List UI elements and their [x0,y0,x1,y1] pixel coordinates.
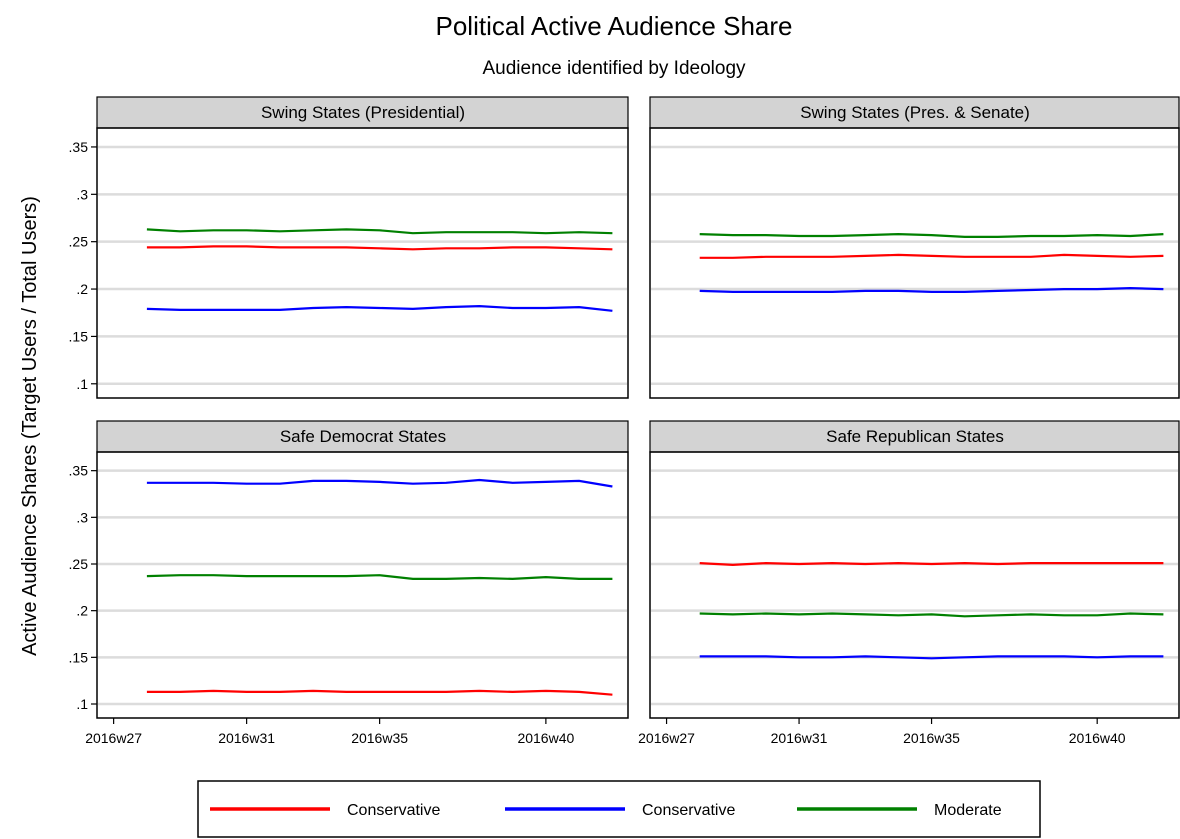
panel-frame [96,451,629,719]
x-tick-label: 2016w31 [218,730,275,746]
x-tick-label: 2016w27 [85,730,142,746]
x-tick-label: 2016w35 [903,730,960,746]
y-tick-label: .35 [69,139,89,155]
y-tick-label: .35 [69,463,89,479]
legend-label: Conservative [642,802,735,819]
panel-strip [96,96,629,129]
series-line [146,574,613,581]
legend-label: Moderate [934,802,1002,819]
y-tick-label: .3 [76,509,88,525]
panel: Swing States (Pres. & Senate) [649,96,1180,399]
panel: Safe Republican States 2016w27 2016w31 2016… [638,420,1180,746]
legend: Conservative Conservative Moderate [197,780,1041,838]
x-tick-label: 2016w31 [771,730,828,746]
legend-label: Conservative [347,802,440,819]
series-line [146,304,613,312]
panel-title: Swing States (Presidential) [261,103,465,122]
y-tick-label: .2 [76,603,88,619]
chart-title: Political Active Audience Share [436,11,793,41]
chart-subtitle: Audience identified by Ideology [482,58,746,79]
y-tick-label: .15 [69,328,89,344]
series-line [146,478,613,488]
series-line [146,228,613,235]
y-tick-label: .3 [76,186,88,202]
panel-frame [649,451,1180,719]
series-line [146,689,613,696]
series-line [699,561,1164,567]
y-tick-label: .1 [76,696,88,712]
y-tick-label: .25 [69,556,89,572]
y-tick-label: .2 [76,281,88,297]
x-tick-label: 2016w40 [517,730,574,746]
x-tick-label: 2016w35 [351,730,408,746]
panel-strip [649,96,1180,129]
series-line [699,655,1164,660]
series-line [699,286,1164,293]
series-line [699,612,1164,618]
series-line [146,245,613,251]
panel-title: Safe Republican States [826,427,1004,446]
panels-layer: Swing States (Presidential) .1 .15 .2 .25 .3.… [69,96,1180,746]
series-line [699,232,1164,238]
panel: Swing States (Presidential) .1 .15 .2 .25 .3.… [69,96,629,399]
y-tick-label: .1 [76,376,88,392]
panel-title: Swing States (Pres. & Senate) [800,103,1030,122]
panel-strip [96,420,629,453]
x-tick-label: 2016w27 [638,730,695,746]
y-tick-label: .25 [69,234,89,250]
panel-frame [649,127,1180,399]
y-axis-label: Active Audience Shares (Target Users / T… [19,196,41,656]
panel: Safe Democrat States .1 .15 .2 .25 .3 .35 2016w… [69,420,629,746]
panel-frame [96,127,629,399]
y-tick-label: .15 [69,649,89,665]
series-line [699,253,1164,259]
panel-title: Safe Democrat States [280,427,446,446]
x-tick-label: 2016w40 [1069,730,1126,746]
